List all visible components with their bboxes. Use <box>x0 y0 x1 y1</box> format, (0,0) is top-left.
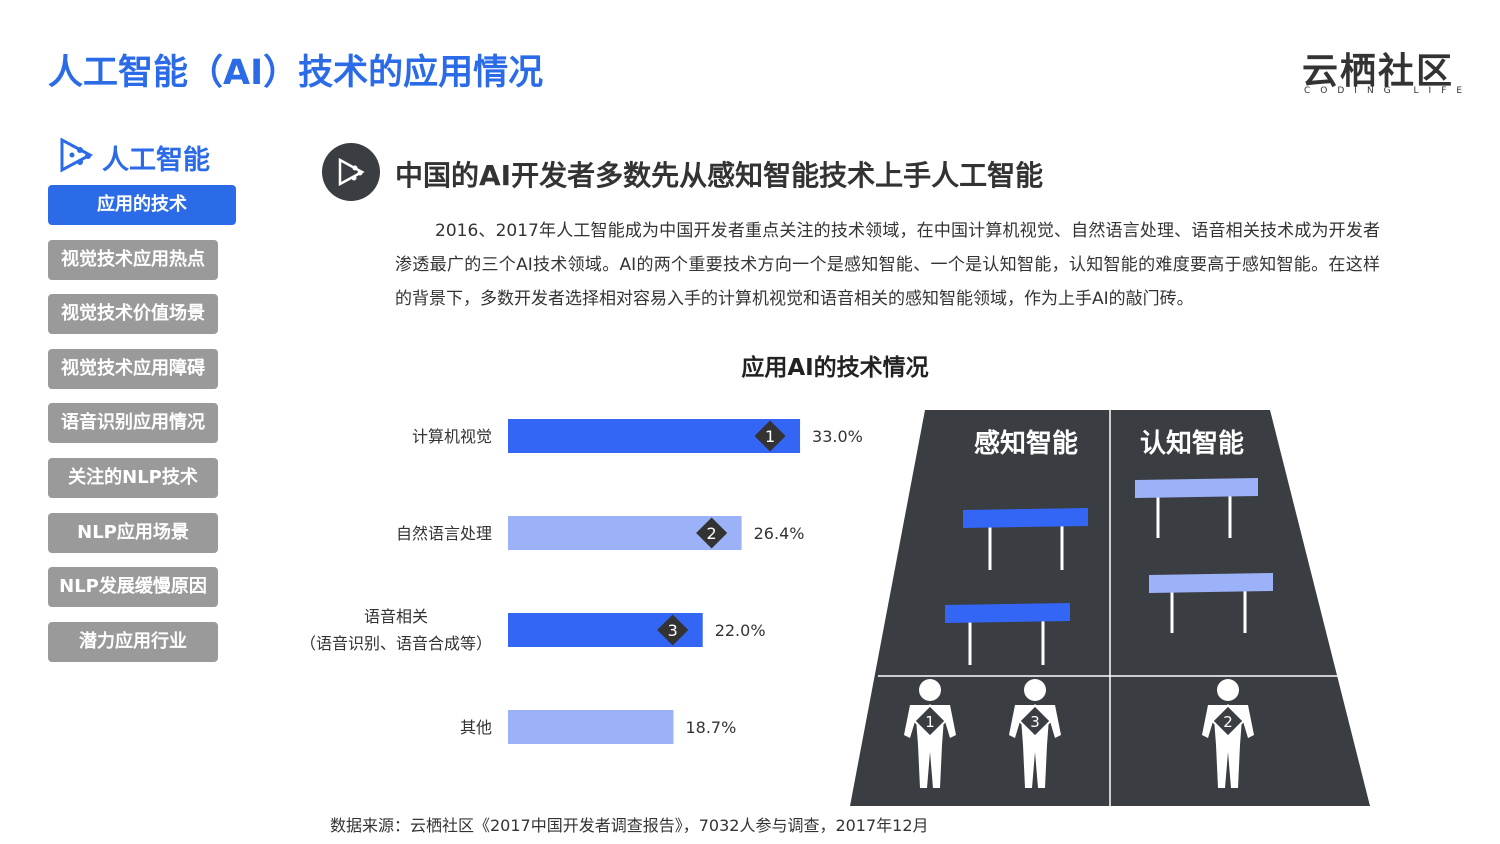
hurdle-bar <box>1135 478 1258 498</box>
column-label: 认知智能 <box>1140 428 1244 459</box>
person-label: 2 <box>1223 713 1233 731</box>
logo: 云栖社区 <box>1302 51 1455 92</box>
sidebar-item[interactable]: 应用的技术 <box>48 185 236 225</box>
section-heading: 中国的AI开发者多数先从感知智能技术上手人工智能 <box>395 159 1044 192</box>
hurdle-bar <box>963 508 1088 528</box>
bar <box>508 419 801 453</box>
paragraph: 2016、2017年人工智能成为中国开发者重点关注的技术领域，在中国计算机视觉、… <box>395 221 1380 309</box>
person-body <box>1009 705 1061 788</box>
sidebar-item[interactable]: 视觉技术应用热点 <box>48 239 218 280</box>
page-title: 人工智能（AI）技术的应用情况 <box>48 53 544 93</box>
hurdle <box>968 490 1247 665</box>
sidebar-item[interactable]: 视觉技术应用障碍 <box>48 348 218 389</box>
logo-tagline: CODING LIFE <box>1304 86 1473 96</box>
sidebar-item[interactable]: NLP应用场景 <box>48 512 218 553</box>
value-label: 22.0% <box>715 621 766 640</box>
rank-label: 3 <box>668 621 678 640</box>
hurdle-bar <box>945 603 1070 623</box>
bar <box>508 710 674 744</box>
sidebar-heading: 人工智能 <box>102 145 210 176</box>
sidebar-item[interactable]: NLP发展缓慢原因 <box>48 567 218 608</box>
rank-label: 2 <box>707 524 717 543</box>
section-icon <box>322 143 380 201</box>
person-head <box>1024 679 1046 701</box>
sidebar-item[interactable]: 语音识别应用情况 <box>48 403 218 444</box>
rank-label: 1 <box>765 427 775 446</box>
hurdle-bar <box>1149 573 1273 593</box>
person: 2 <box>1202 679 1254 788</box>
person-body <box>904 705 956 788</box>
person: 1 <box>904 679 956 788</box>
category-label: 自然语言处理 <box>395 523 492 543</box>
person-label: 3 <box>1030 713 1040 731</box>
rank-badge <box>754 420 786 452</box>
sidebar-icon <box>60 137 94 173</box>
person-badge <box>1211 704 1245 738</box>
column-label: 感知智能 <box>974 428 1078 459</box>
sidebar-item[interactable]: 关注的NLP技术 <box>48 458 218 498</box>
person-badge <box>1018 704 1052 738</box>
person: 3 <box>1009 679 1061 788</box>
person-body <box>1202 705 1254 788</box>
value-label: 18.7% <box>685 718 736 737</box>
source-note: 数据来源：云栖社区《2017中国开发者调查报告》，7032人参与调查，2017年… <box>330 816 929 835</box>
category-label: 其他 <box>459 717 492 737</box>
sidebar-item[interactable]: 潜力应用行业 <box>48 621 218 662</box>
person-badge <box>913 704 947 738</box>
value-label: 33.0% <box>812 427 863 446</box>
category-label: 语音相关 （语音识别、语音合成等） <box>299 607 492 653</box>
category-label: 计算机视觉 <box>411 426 492 446</box>
chart-title: 应用AI的技术情况 <box>741 355 929 381</box>
person-head <box>1217 679 1239 701</box>
sidebar-item[interactable]: 视觉技术价值场景 <box>48 294 218 335</box>
person-head <box>919 679 941 701</box>
person-label: 1 <box>925 713 935 731</box>
value-label: 26.4% <box>754 524 805 543</box>
